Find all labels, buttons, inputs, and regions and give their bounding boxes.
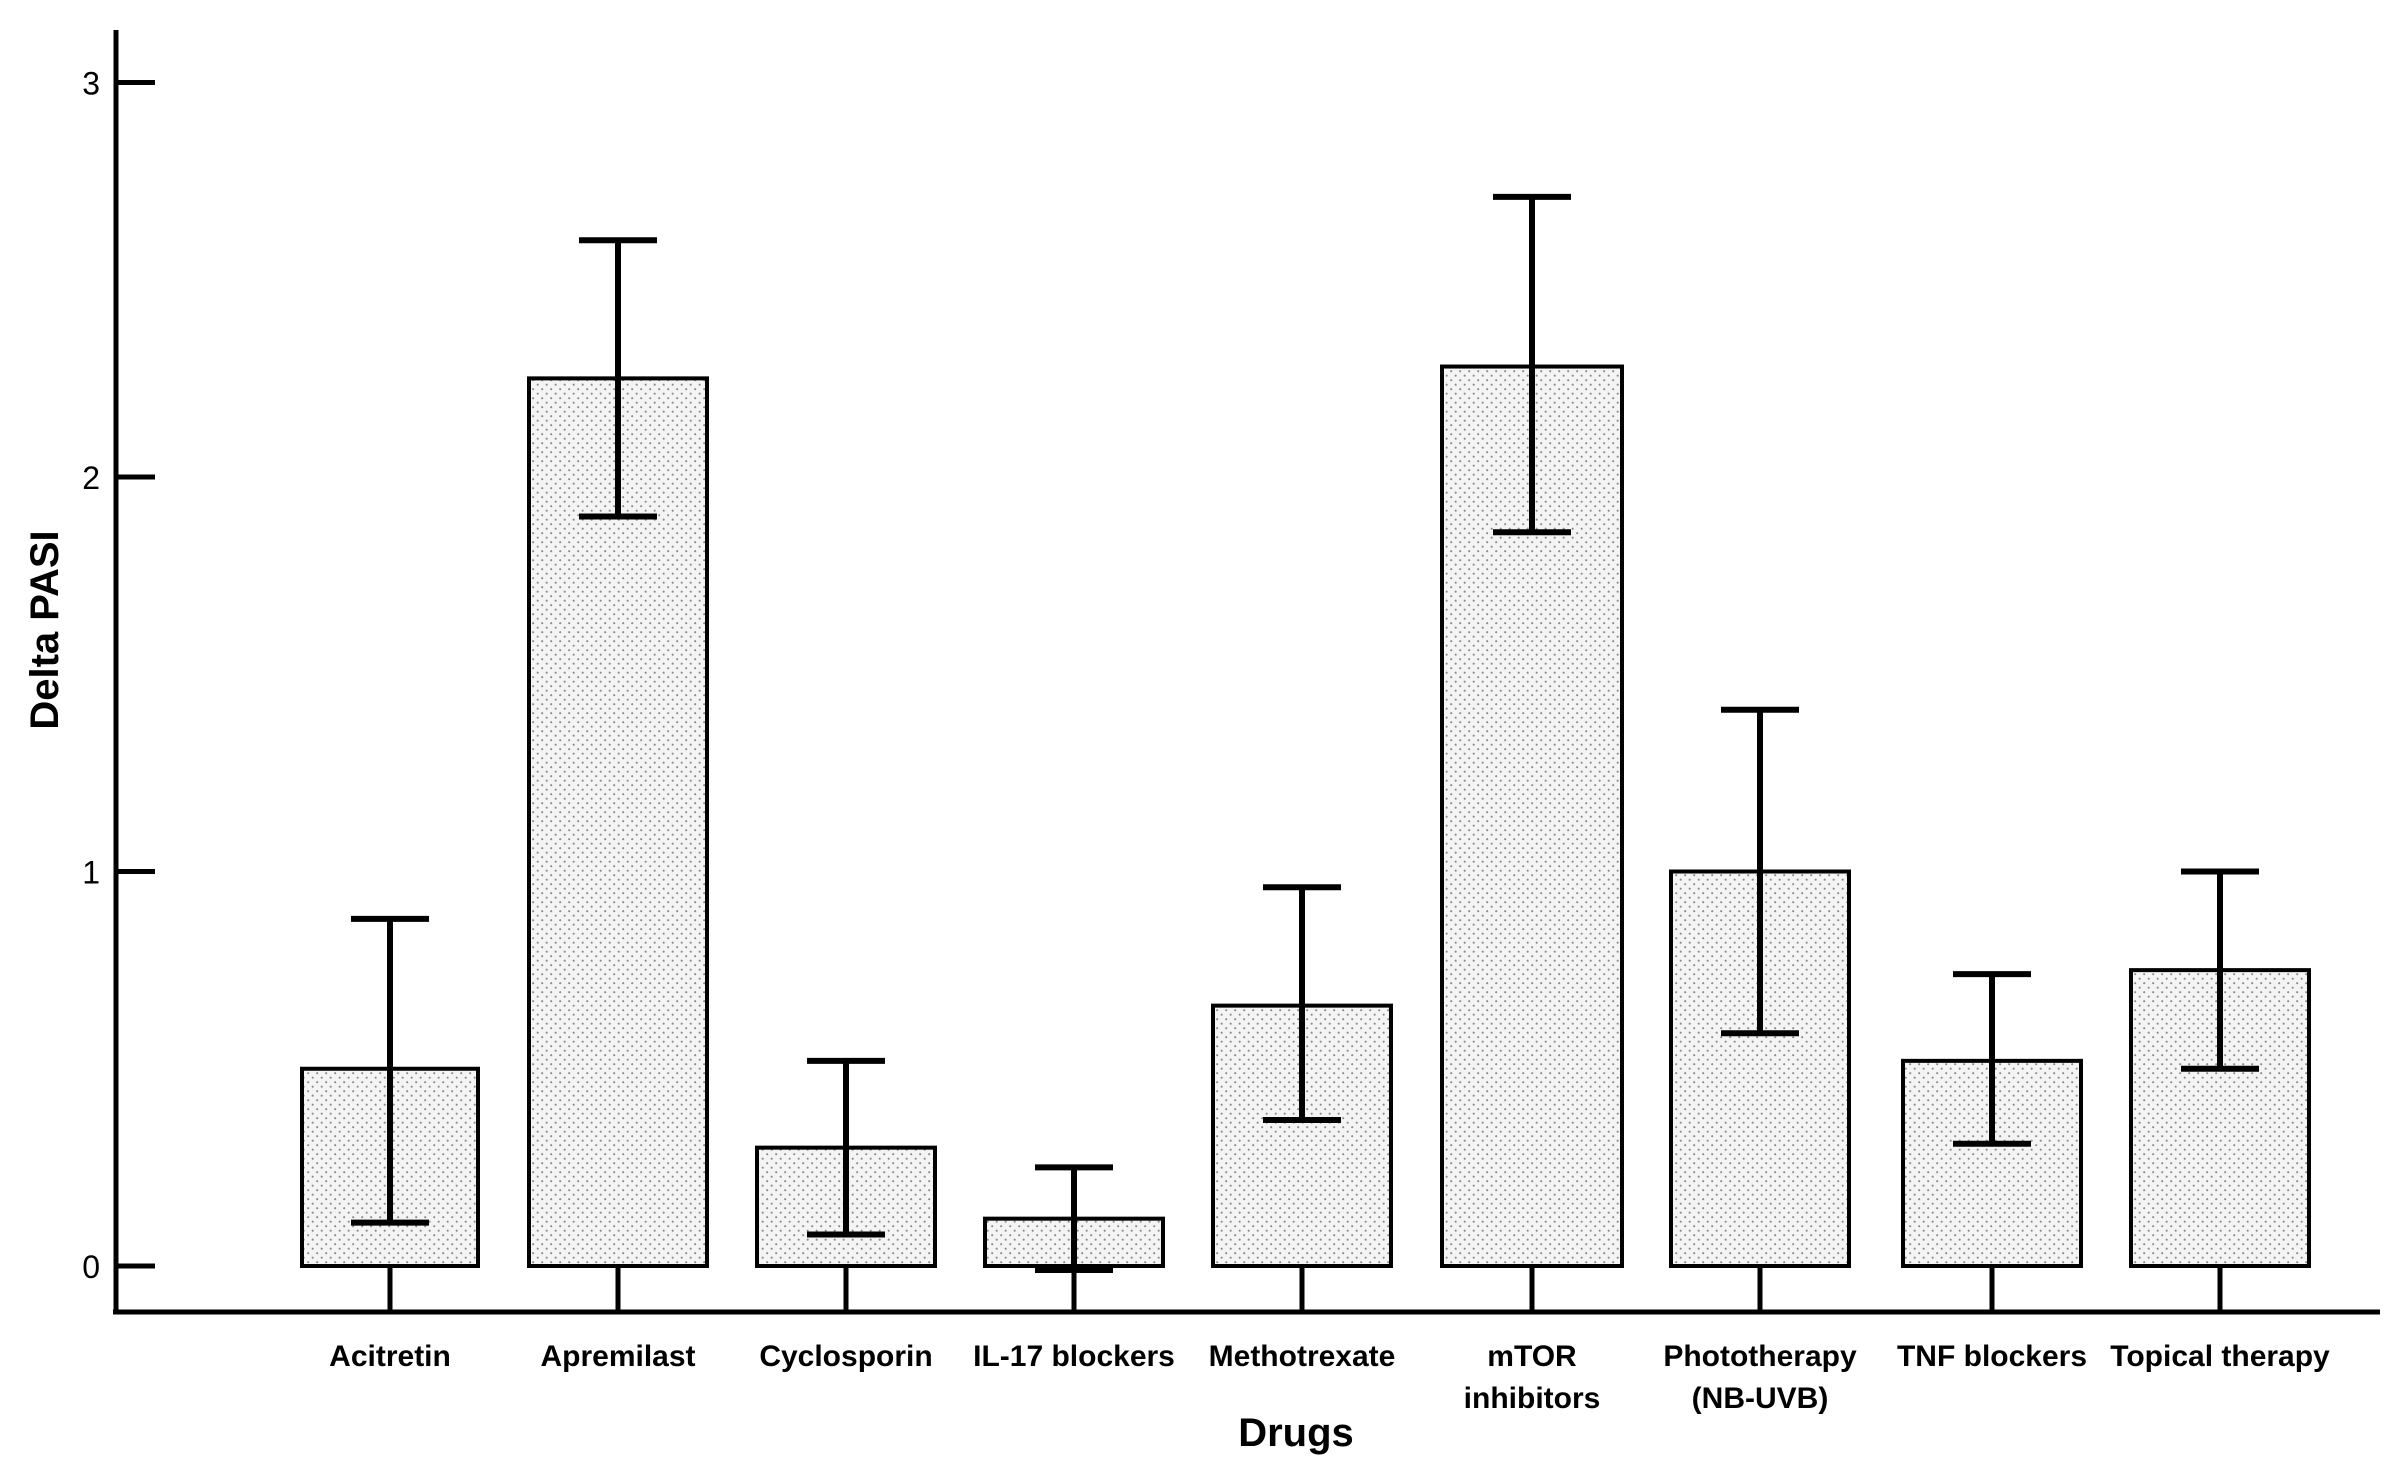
x-label-methotrexate: Methotrexate bbox=[1209, 1340, 1396, 1373]
x-label-cyclosporin: Cyclosporin bbox=[759, 1340, 932, 1373]
x-label-il-17-blockers: IL-17 blockers bbox=[973, 1340, 1175, 1373]
y-axis-title: Delta PASI bbox=[23, 530, 67, 729]
x-label-mtor-inhibitors-line2: inhibitors bbox=[1464, 1382, 1601, 1415]
y-tick-label-1: 1 bbox=[82, 855, 100, 891]
x-label-phototherapy-nb-uvb--line1: Phototherapy bbox=[1663, 1340, 1857, 1373]
x-label-apremilast: Apremilast bbox=[540, 1340, 695, 1373]
y-ticks: 0 1 2 3 bbox=[82, 66, 155, 1285]
bars bbox=[300, 193, 2311, 1273]
x-label-acitretin: Acitretin bbox=[329, 1340, 451, 1373]
y-tick-label-0: 0 bbox=[82, 1249, 100, 1285]
x-label-mtor-inhibitors-line1: mTOR bbox=[1487, 1340, 1577, 1373]
x-category-labels: Acitretin Apremilast Cyclosporin IL-17 bloc… bbox=[329, 1268, 2330, 1415]
x-axis-title: Drugs bbox=[1238, 1411, 1354, 1455]
bar-apremilast bbox=[527, 376, 709, 1268]
x-label-topical-therapy: Topical therapy bbox=[2110, 1340, 2330, 1373]
y-tick-label-2: 2 bbox=[82, 460, 100, 496]
y-tick-label-3: 3 bbox=[82, 66, 100, 102]
x-label-tnf-blockers: TNF blockers bbox=[1897, 1340, 2087, 1373]
x-label-phototherapy-nb-uvb--line2: (NB-UVB) bbox=[1692, 1382, 1829, 1415]
